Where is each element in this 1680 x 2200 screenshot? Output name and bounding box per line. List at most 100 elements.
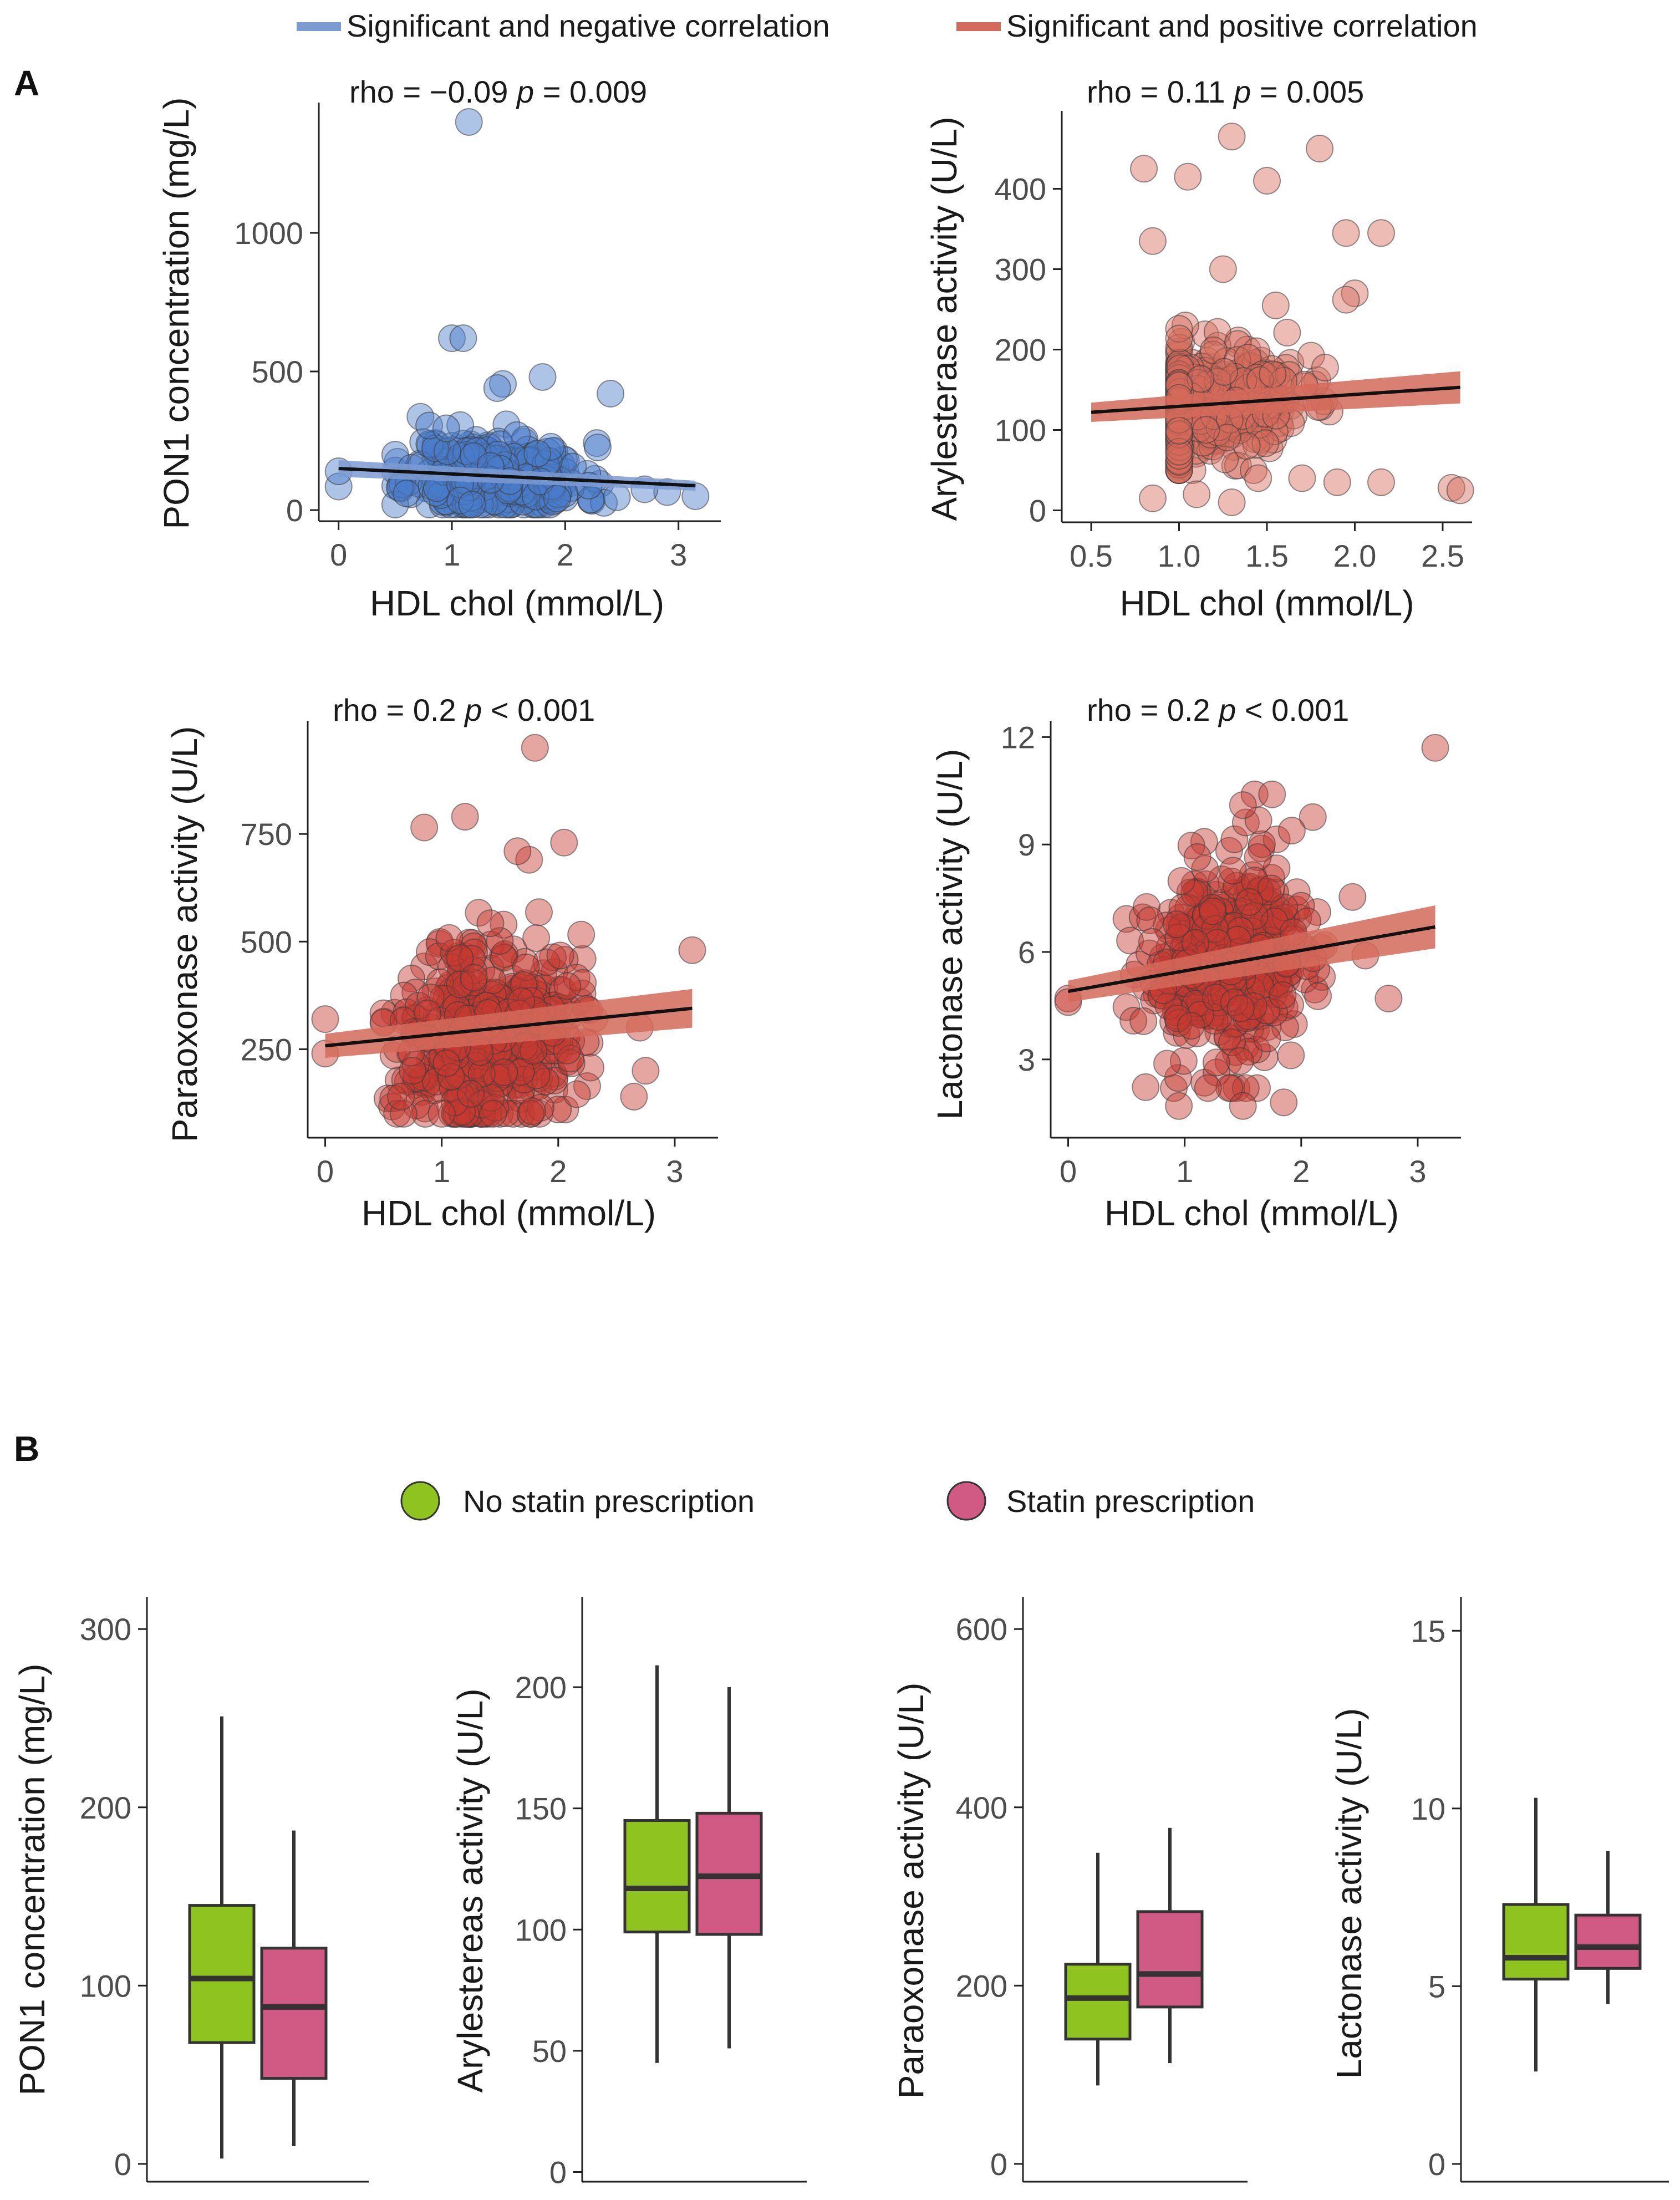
regression-line	[1068, 925, 1435, 994]
data-point	[1163, 910, 1191, 939]
p-value-text: = 0.009	[534, 74, 647, 109]
p-symbol: p	[516, 74, 534, 109]
data-point	[406, 403, 435, 431]
y-axis-title: Arylestereas activity (U/L)	[450, 1688, 490, 2092]
y-axis-title: Paraoxonase activity (U/L)	[165, 726, 205, 1143]
data-point	[387, 1082, 415, 1111]
interquartile-box	[188, 1904, 256, 2044]
data-point	[546, 941, 574, 970]
interquartile-box	[623, 1819, 691, 1934]
y-tick-label: 100	[515, 1912, 567, 1947]
data-point	[1203, 318, 1231, 346]
legend-b: No statin prescription Statin prescripti…	[400, 1481, 1255, 1521]
data-point	[433, 437, 461, 465]
data-point	[1304, 982, 1332, 1010]
data-point	[1332, 219, 1360, 247]
data-point	[620, 1082, 648, 1111]
data-point	[1276, 991, 1305, 1019]
data-point	[1244, 464, 1272, 492]
data-point	[1165, 437, 1193, 466]
x-tick-label: 3	[666, 1154, 683, 1189]
data-point	[479, 1099, 507, 1128]
data-point	[1153, 1050, 1181, 1078]
data-point	[457, 1079, 485, 1108]
y-axis-title: PON1 concentration (mg/L)	[12, 1664, 52, 2096]
data-point	[1165, 448, 1193, 476]
data-point	[1119, 1007, 1148, 1035]
data-point	[1163, 1018, 1191, 1047]
data-point	[446, 486, 475, 515]
data-point	[1129, 1007, 1158, 1035]
data-point	[446, 970, 474, 999]
correlation-annotation: rho = 0.2 p < 0.001	[333, 692, 595, 727]
data-point	[435, 924, 464, 952]
regression-line	[1091, 385, 1460, 414]
data-point	[1271, 1014, 1299, 1041]
y-tick-label: 5	[1428, 1969, 1445, 2004]
data-point	[1199, 897, 1227, 925]
data-point	[452, 437, 481, 465]
data-point	[1229, 1092, 1257, 1120]
data-point	[1277, 817, 1306, 845]
data-point	[521, 734, 549, 762]
data-point	[1229, 791, 1257, 819]
data-point	[1204, 332, 1232, 360]
data-point	[1299, 803, 1327, 831]
data-point	[1257, 874, 1285, 903]
data-point	[522, 924, 551, 952]
y-axis-title: Paraoxonase activity (U/L)	[891, 1683, 931, 2099]
y-tick-label: 250	[241, 1032, 292, 1067]
correlation-annotation: rho = 0.2 p < 0.001	[1087, 692, 1349, 727]
y-tick-label: 200	[956, 1968, 1007, 2003]
data-point	[311, 1005, 339, 1033]
points-paraoxonase	[311, 734, 706, 1128]
y-tick-label: 0	[1029, 493, 1046, 528]
data-point	[1174, 162, 1202, 191]
data-point	[440, 939, 468, 967]
panel-label-a: A	[14, 63, 39, 103]
legend-no-statin-swatch	[400, 1481, 440, 1521]
y-tick-label: 200	[995, 333, 1046, 368]
data-point	[1367, 468, 1395, 496]
data-point	[1231, 1074, 1260, 1102]
p-value-text: = 0.005	[1251, 74, 1364, 109]
x-tick-label: 1	[1176, 1154, 1193, 1189]
data-point	[1421, 734, 1449, 762]
data-point	[1174, 894, 1203, 922]
data-point	[1220, 825, 1249, 853]
data-point	[489, 370, 517, 398]
y-axis-title: Lactonase activity (U/L)	[1329, 1708, 1369, 2079]
y-axis-title: Arylesterase activity (U/L)	[924, 116, 964, 521]
data-point	[1204, 1018, 1233, 1046]
y-tick-label: 100	[995, 413, 1046, 448]
data-point	[563, 1080, 591, 1108]
data-point	[507, 1058, 535, 1086]
scatter-chart-pon1: 0 1 2 3 0 500 1000 HDL chol (mmol/L) PON1 concen…	[156, 74, 721, 623]
data-point	[427, 1099, 456, 1128]
scatter-chart-paraoxonase: 0 1 2 3 250 500 750 HDL chol (mmol/L) Paraoxonas…	[165, 692, 718, 1233]
data-point	[1226, 994, 1255, 1022]
data-point	[1233, 883, 1261, 911]
rho-text: rho = −0.09	[349, 74, 517, 109]
interquartile-box	[1064, 1963, 1132, 2041]
data-point	[437, 953, 466, 981]
y-tick-label: 15	[1411, 1613, 1445, 1648]
p-symbol: p	[1233, 74, 1251, 109]
data-point	[1138, 928, 1166, 956]
data-point	[1200, 1007, 1229, 1035]
data-point	[458, 491, 486, 518]
p-symbol: p	[1218, 692, 1236, 727]
y-tick-label: 750	[241, 817, 292, 852]
y-tick-label: 300	[80, 1612, 131, 1647]
data-point	[1259, 360, 1287, 389]
data-point	[678, 936, 706, 964]
data-point	[451, 803, 479, 831]
y-tick-label: 9	[1018, 827, 1035, 862]
data-point	[1218, 1028, 1246, 1057]
y-tick-label: 200	[80, 1790, 131, 1825]
y-tick-label: 300	[995, 252, 1046, 287]
x-tick-label: 1.0	[1158, 538, 1201, 573]
data-point	[1374, 985, 1403, 1012]
